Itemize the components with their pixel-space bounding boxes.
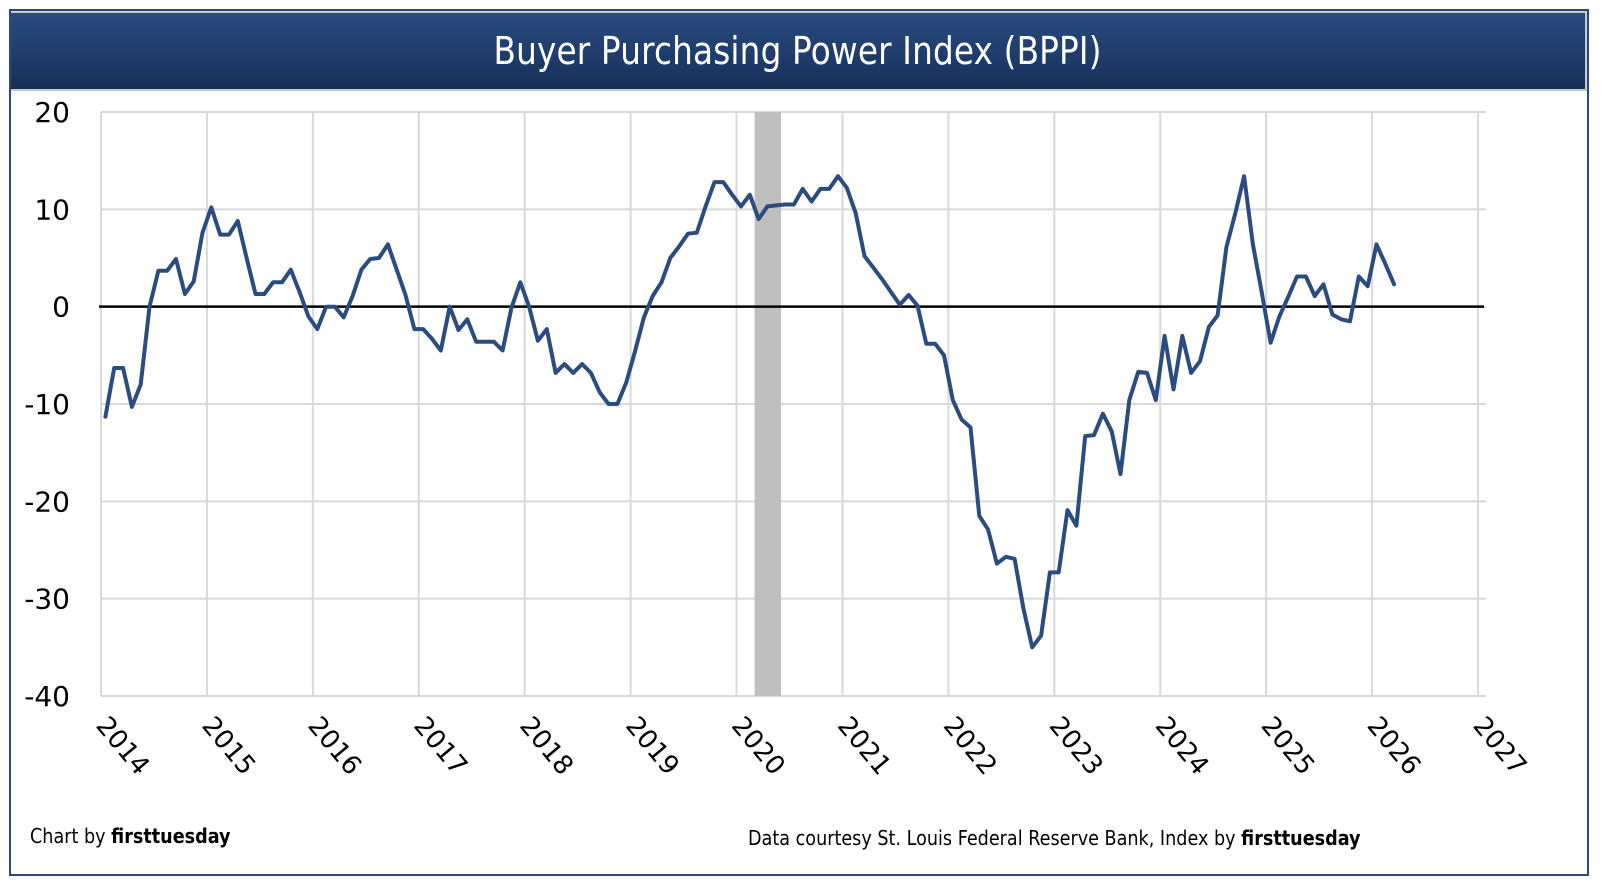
x-tick-label: 2014 (90, 711, 156, 781)
x-tick-label: 2025 (1255, 711, 1321, 781)
y-axis-ticks: 20 10 0 -10 -20 -30 -40 (24, 96, 70, 713)
x-tick-label: 2017 (407, 711, 473, 781)
title-bar: Buyer Purchasing Power Index (BPPI) (11, 11, 1587, 91)
data-credit-brand: firsttuesday (1241, 826, 1361, 850)
x-tick-label: 2018 (513, 711, 579, 781)
x-tick-label: 2023 (1043, 711, 1109, 781)
x-tick-label: 2016 (301, 711, 367, 781)
x-axis-ticks: 2014 2015 2016 2017 2018 2019 2020 2021 2022 2023… (90, 711, 1533, 781)
recession-band (754, 112, 782, 696)
chart-credit: Chart by firsttuesday (30, 824, 231, 848)
x-tick-label: 2015 (196, 711, 262, 781)
x-tick-label: 2027 (1467, 711, 1533, 781)
data-credit-prefix: Data courtesy St. Louis Federal Reserve … (748, 826, 1242, 850)
x-tick-label: 2026 (1361, 711, 1427, 781)
y-tick-label: -20 (24, 485, 70, 518)
chart-frame (9, 9, 1589, 876)
x-tick-label: 2022 (937, 711, 1003, 781)
chart-title: Buyer Purchasing Power Index (BPPI) (493, 29, 1103, 73)
chart-credit-brand: firsttuesday (111, 824, 231, 848)
x-tick-label: 2019 (619, 711, 685, 781)
gridlines (100, 111, 1486, 697)
x-tick-label: 2020 (725, 711, 791, 781)
series-line-bppi (103, 174, 1397, 650)
y-tick-label: 0 (52, 291, 70, 324)
data-credit: Data courtesy St. Louis Federal Reserve … (748, 826, 1361, 850)
y-tick-label: 10 (34, 193, 70, 226)
y-tick-label: -10 (24, 388, 70, 421)
x-tick-label: 2021 (831, 711, 897, 781)
y-tick-label: -30 (24, 583, 70, 616)
series-group (103, 174, 1397, 650)
y-tick-label: 20 (34, 96, 70, 129)
x-tick-label: 2024 (1149, 711, 1215, 781)
y-tick-label: -40 (24, 680, 70, 713)
recession-bands (754, 112, 782, 696)
chart-credit-prefix: Chart by (30, 824, 112, 848)
